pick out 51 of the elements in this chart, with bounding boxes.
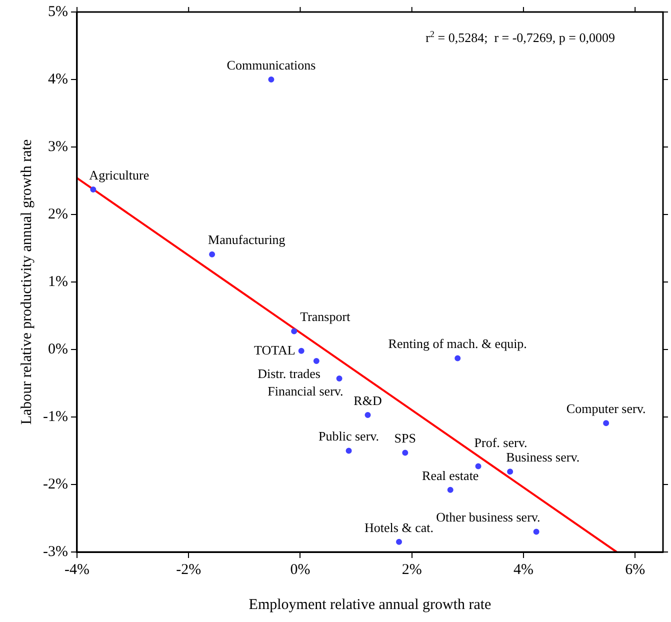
annotation: R&D	[354, 392, 382, 408]
point	[291, 328, 298, 334]
x-tick-label: -4%	[64, 562, 90, 578]
point	[396, 538, 402, 545]
y-tick-label: 3%	[48, 138, 68, 155]
annotation: TOTAL	[254, 342, 296, 358]
y-axis-title: Labour relative productivity annual growth rate	[18, 139, 35, 425]
annotation: Financial serv.	[268, 383, 344, 398]
y-tick-label: 1%	[48, 274, 68, 290]
point	[268, 76, 274, 82]
annotation: Agriculture	[89, 167, 150, 182]
point	[454, 355, 461, 362]
annotation: Communications	[226, 57, 316, 72]
annotation: Public serv.	[318, 428, 380, 444]
point	[533, 528, 540, 535]
point	[475, 463, 482, 470]
annotation: SPS	[394, 430, 416, 446]
y-tick-label: -1%	[42, 408, 68, 425]
annotation: Prof. serv.	[474, 435, 528, 450]
x-tick-label: 0%	[290, 562, 310, 578]
annotation: Business serv.	[506, 450, 580, 465]
point	[90, 186, 96, 193]
point	[209, 251, 216, 258]
y-tick-label: -2%	[42, 476, 68, 492]
x-tick-label: 2%	[402, 562, 422, 578]
annotation: Distr. trades	[258, 366, 320, 381]
point	[447, 486, 454, 493]
point	[346, 448, 352, 454]
y-tick-label: 2%	[48, 206, 68, 222]
y-tick-label: 4%	[48, 71, 68, 88]
x-tick-label: -2%	[176, 562, 202, 578]
x-tick-label: 6%	[625, 562, 646, 578]
point	[603, 420, 610, 426]
annotation: Manufacturing	[208, 232, 286, 248]
annotation: Hotels & cat.	[364, 520, 434, 535]
annotation: Other business serv.	[436, 510, 540, 525]
annotation: Transport	[300, 309, 351, 324]
y-tick-label: -3%	[42, 544, 68, 560]
annotation: Computer serv.	[566, 400, 646, 416]
annotation: Renting of mach. & equip.	[388, 336, 527, 352]
point	[313, 358, 320, 364]
annotation: Real estate	[422, 468, 479, 483]
x-tick-label: 4%	[513, 562, 534, 578]
y-tick-label: 5%	[48, 4, 68, 20]
y-tick-label: 0%	[48, 341, 68, 358]
point	[402, 450, 408, 456]
x-axis-title: Employment relative annual growth rate	[248, 596, 492, 613]
point	[364, 412, 371, 418]
point	[298, 348, 304, 354]
point	[336, 376, 342, 382]
point	[507, 468, 514, 475]
